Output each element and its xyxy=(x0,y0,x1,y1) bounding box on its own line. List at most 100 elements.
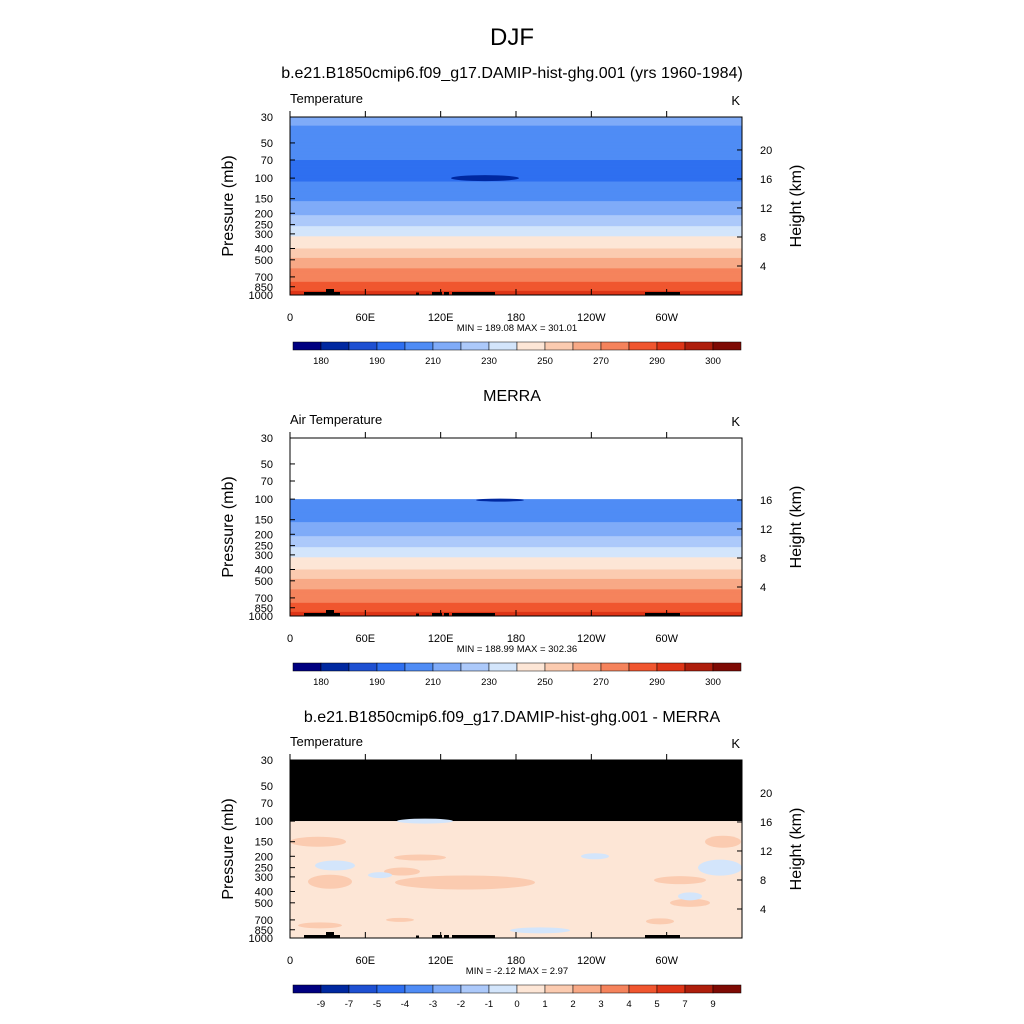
panel-units-label: K xyxy=(731,736,740,751)
colorbar-swatch xyxy=(488,341,518,351)
colorbar: 180 190 210 230 250 270 290 300 xyxy=(292,341,742,367)
right-y-tick-label: 16 xyxy=(760,817,772,829)
contour-band xyxy=(290,553,742,556)
y-tick-label: 30 xyxy=(261,112,273,124)
y-tick-label: 1000 xyxy=(249,933,273,945)
colorbar-swatch xyxy=(404,984,434,994)
contour-band xyxy=(290,172,742,176)
colorbar-swatch xyxy=(376,662,406,672)
missing-region xyxy=(290,760,742,822)
panel-title: b.e21.B1850cmip6.f09_g17.DAMIP-hist-ghg.… xyxy=(281,65,743,82)
contour-band xyxy=(290,154,742,158)
contour-band xyxy=(290,278,742,281)
contour-band xyxy=(290,547,742,550)
y-tick-label: 400 xyxy=(255,886,273,898)
colorbar-swatch xyxy=(432,984,462,994)
colorbar-swatch xyxy=(628,984,658,994)
right-y-tick-label: 8 xyxy=(760,875,766,887)
y-tick-label: 150 xyxy=(255,515,273,527)
contour-band xyxy=(290,601,742,604)
y-tick-label: 700 xyxy=(255,593,273,605)
contour-band xyxy=(290,148,742,152)
colorbar-swatch xyxy=(600,662,630,672)
contour-band xyxy=(290,238,742,242)
topography xyxy=(326,932,334,938)
colorbar-label: 5 xyxy=(654,999,659,1010)
contour-band xyxy=(290,203,742,207)
x-tick-label: 180 xyxy=(507,633,525,645)
colorbar-swatch xyxy=(404,341,434,351)
contour-band xyxy=(290,210,742,214)
y-tick-label: 50 xyxy=(261,138,273,150)
contour-band xyxy=(290,509,742,514)
right-y-tick-label: 16 xyxy=(760,174,772,186)
colorbar-label: 190 xyxy=(369,356,385,367)
colorbar-swatch xyxy=(292,341,322,351)
colorbar-swatch xyxy=(516,984,546,994)
colorbar-label: 230 xyxy=(481,677,497,688)
contour-band xyxy=(290,233,742,237)
colorbar-swatch xyxy=(488,984,518,994)
contour-band xyxy=(290,562,742,566)
panel-title: MERRA xyxy=(483,388,541,405)
y-tick-label: 50 xyxy=(261,781,273,793)
contour-band xyxy=(290,160,742,164)
colorbar-swatch xyxy=(656,662,686,672)
contour-band xyxy=(290,178,742,182)
colorbar-label: 180 xyxy=(313,677,329,688)
colorbar-swatch xyxy=(600,984,630,994)
contour-band xyxy=(290,188,742,193)
colorbar-label: 270 xyxy=(593,356,609,367)
colorbar-swatch xyxy=(348,984,378,994)
panel-title: b.e21.B1850cmip6.f09_g17.DAMIP-hist-ghg.… xyxy=(304,709,721,726)
y-tick-label: 850 xyxy=(255,282,273,294)
right-y-tick-label: 8 xyxy=(760,232,766,244)
contour-band xyxy=(290,280,742,283)
contour-band xyxy=(290,232,742,235)
anomaly-contour xyxy=(397,818,453,824)
contour-band xyxy=(290,218,742,222)
contour-band xyxy=(290,243,742,247)
colorbar-swatch xyxy=(292,662,322,672)
contour-band xyxy=(290,268,742,272)
contour-band xyxy=(290,604,742,607)
contour-band xyxy=(290,246,742,249)
anomaly-contour xyxy=(308,874,352,889)
contour-band xyxy=(290,254,742,257)
x-tick-label: 120W xyxy=(577,633,606,645)
x-tick-label: 120E xyxy=(428,955,454,967)
colorbar-swatch xyxy=(292,984,322,994)
right-y-tick-label: 4 xyxy=(760,582,766,594)
anomaly-contour xyxy=(315,860,355,871)
x-tick-label: 120W xyxy=(577,312,606,324)
contour-band xyxy=(290,586,742,590)
colorbar-swatch xyxy=(684,984,714,994)
y-tick-label: 400 xyxy=(255,243,273,255)
colorbar-swatch xyxy=(376,341,406,351)
colorbar-swatch xyxy=(628,662,658,672)
y-tick-label: 850 xyxy=(255,925,273,937)
x-tick-label: 60W xyxy=(655,633,678,645)
right-y-tick-label: 16 xyxy=(760,495,772,507)
contour-band xyxy=(290,256,742,259)
colorbar-label: -2 xyxy=(457,999,465,1010)
contour-band xyxy=(290,550,742,553)
contour-band xyxy=(290,169,742,173)
topography xyxy=(432,935,442,938)
y-tick-label: 30 xyxy=(261,433,273,445)
colorbar-label: 210 xyxy=(425,677,441,688)
contour-band xyxy=(290,519,742,523)
colorbar-label: -4 xyxy=(401,999,409,1010)
contour-band xyxy=(290,578,742,582)
colorbar-label: -1 xyxy=(485,999,493,1010)
contour-band xyxy=(290,213,742,216)
contour-band xyxy=(290,208,742,212)
contour-band xyxy=(290,557,742,561)
y-tick-label: 70 xyxy=(261,155,273,167)
contour-band xyxy=(290,569,742,572)
x-tick-label: 120W xyxy=(577,955,606,967)
colorbar-label: -9 xyxy=(317,999,325,1010)
colorbar-swatch xyxy=(516,341,546,351)
cold-anomaly-blob xyxy=(476,498,524,502)
colorbar-label: 2 xyxy=(570,999,575,1010)
